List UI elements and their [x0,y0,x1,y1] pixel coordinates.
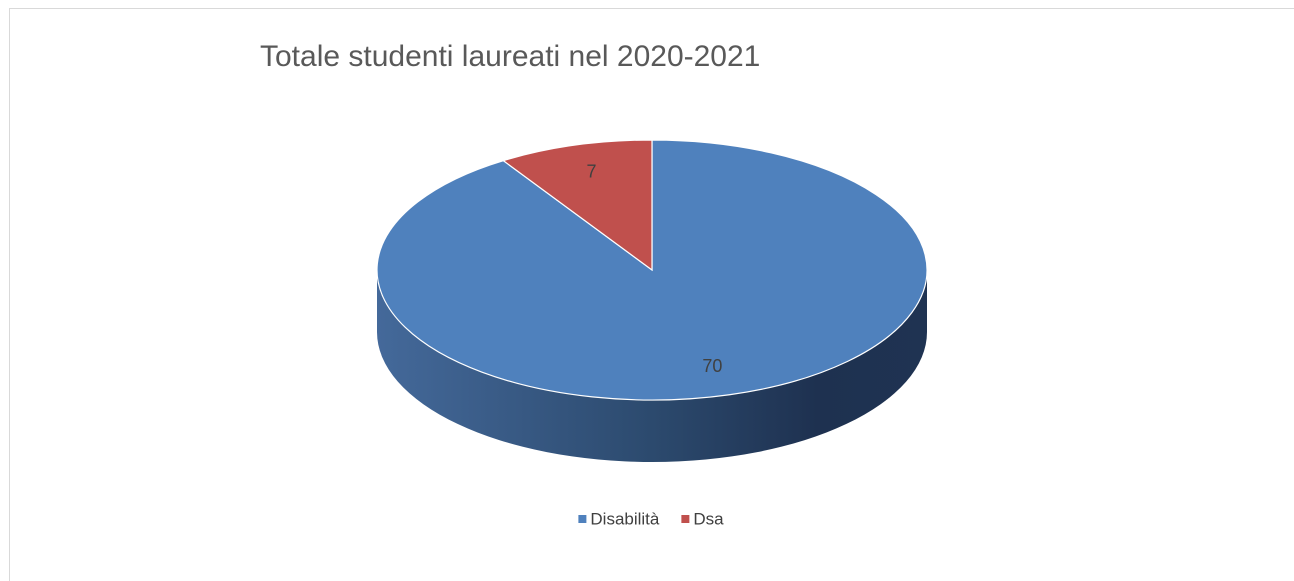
legend-label: Dsa [693,509,724,528]
data-label: 7 [587,161,597,181]
legend-label: Disabilità [590,509,660,528]
legend-swatch [681,515,690,523]
data-label: 70 [702,356,722,376]
pie-slice [502,139,653,272]
legend-item: Dsa [681,509,724,528]
pie: 70 7 [376,139,928,462]
chart-title: Totale studenti laureati nel 2020-2021 [260,40,760,73]
legend: Disabilità Dsa [578,509,724,528]
legend-item: Disabilità [578,509,660,528]
pie-side [377,270,927,462]
legend-swatch [578,515,587,523]
